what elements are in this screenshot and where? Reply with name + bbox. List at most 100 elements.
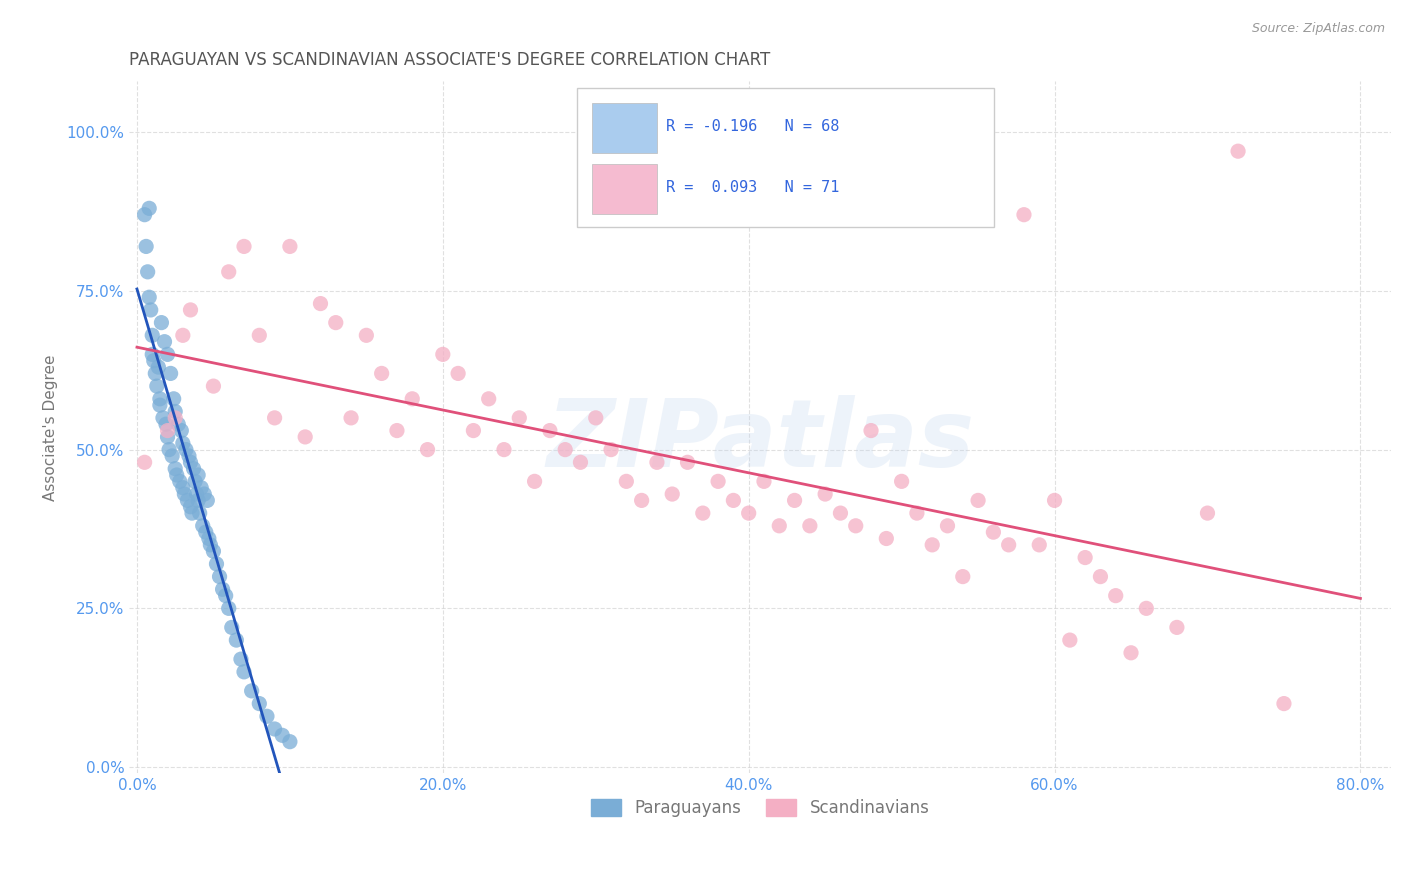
Text: PARAGUAYAN VS SCANDINAVIAN ASSOCIATE'S DEGREE CORRELATION CHART: PARAGUAYAN VS SCANDINAVIAN ASSOCIATE'S D… [129, 51, 770, 69]
Point [172, 436, 194, 450]
Point [166, 468, 188, 483]
Point [256, 709, 278, 723]
Point [247, 328, 270, 343]
Point [1119, 646, 1142, 660]
Point [416, 442, 439, 457]
Point [187, 468, 209, 483]
Point [211, 582, 233, 597]
Point [142, 353, 165, 368]
Point [952, 569, 974, 583]
Point [153, 334, 176, 349]
Point [174, 442, 197, 457]
Point [202, 379, 225, 393]
Point [1135, 601, 1157, 615]
Point [860, 424, 883, 438]
Point [170, 424, 193, 438]
Point [181, 506, 204, 520]
Point [150, 316, 173, 330]
Point [967, 493, 990, 508]
Point [707, 475, 730, 489]
Point [845, 518, 868, 533]
Point [723, 493, 745, 508]
Point [1166, 620, 1188, 634]
Point [194, 525, 217, 540]
Point [149, 392, 172, 406]
Point [783, 493, 806, 508]
Point [447, 367, 470, 381]
Point [177, 449, 200, 463]
Point [229, 652, 252, 666]
Point [157, 442, 180, 457]
Point [172, 481, 194, 495]
Point [167, 417, 190, 432]
Point [523, 475, 546, 489]
Point [143, 367, 166, 381]
Point [600, 442, 623, 457]
Point [1105, 589, 1128, 603]
Text: ZIPatlas: ZIPatlas [546, 395, 974, 487]
Point [890, 475, 912, 489]
Point [508, 410, 530, 425]
Point [768, 518, 790, 533]
Y-axis label: Associate's Degree: Associate's Degree [44, 354, 58, 500]
Point [356, 328, 378, 343]
Point [183, 461, 205, 475]
Point [205, 557, 228, 571]
Point [661, 487, 683, 501]
Point [156, 347, 179, 361]
Point [138, 290, 160, 304]
Point [188, 506, 211, 520]
Point [148, 360, 170, 375]
Point [830, 506, 852, 520]
Point [814, 487, 837, 501]
Point [1028, 538, 1050, 552]
Point [799, 518, 821, 533]
Point [200, 538, 222, 552]
Point [240, 684, 263, 698]
Point [271, 728, 294, 742]
Point [179, 500, 201, 514]
Text: Source: ZipAtlas.com: Source: ZipAtlas.com [1251, 22, 1385, 36]
Point [198, 532, 221, 546]
Point [1043, 493, 1066, 508]
Point [165, 404, 187, 418]
Point [1074, 550, 1097, 565]
Point [997, 538, 1019, 552]
Point [159, 367, 181, 381]
Point [263, 410, 285, 425]
Point [1012, 208, 1035, 222]
Point [538, 424, 561, 438]
Point [309, 296, 332, 310]
Point [195, 493, 218, 508]
Point [202, 544, 225, 558]
Point [278, 239, 301, 253]
Point [569, 455, 592, 469]
Point [187, 493, 209, 508]
Point [169, 475, 191, 489]
Point [160, 449, 183, 463]
Point [432, 347, 454, 361]
Point [340, 410, 363, 425]
Point [134, 208, 156, 222]
Point [263, 722, 285, 736]
Point [936, 518, 959, 533]
Point [176, 493, 198, 508]
Point [905, 506, 928, 520]
Point [875, 532, 897, 546]
Point [737, 506, 759, 520]
Point [463, 424, 485, 438]
Point [692, 506, 714, 520]
Point [676, 455, 699, 469]
Point [141, 347, 163, 361]
Point [163, 392, 186, 406]
Point [179, 302, 201, 317]
Point [193, 487, 215, 501]
FancyBboxPatch shape [578, 88, 994, 227]
Point [136, 265, 159, 279]
Point [630, 493, 652, 508]
Point [152, 410, 174, 425]
Text: R = -0.196   N = 68: R = -0.196 N = 68 [665, 119, 839, 134]
Point [1272, 697, 1295, 711]
Point [156, 424, 179, 438]
Point [146, 379, 169, 393]
